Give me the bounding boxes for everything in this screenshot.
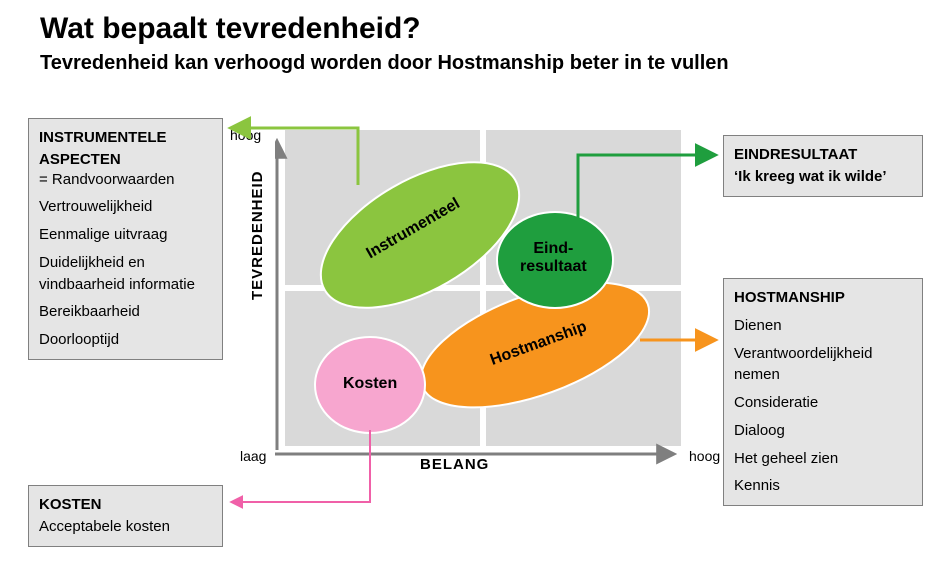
- box-kosten-title: KOSTEN: [39, 494, 212, 516]
- tick-y-high: hoog: [230, 127, 261, 143]
- ellipse-eindresultaat: [497, 212, 613, 308]
- list-item: Verantwoordelijkheid nemen: [734, 343, 912, 387]
- box-instrumentele-title1: INSTRUMENTELE: [39, 127, 212, 149]
- box-instrumentele-title2: ASPECTEN: [39, 149, 212, 171]
- box-eindresultaat: EINDRESULTAAT ‘Ik kreeg wat ik wilde’: [723, 135, 923, 197]
- list-item: Duidelijkheid en vindbaarheid informatie: [39, 252, 212, 296]
- list-item: Het geheel zien: [734, 448, 912, 470]
- axis-y-label: TEVREDENHEID: [249, 170, 266, 300]
- list-item: Vertrouwelijkheid: [39, 196, 212, 218]
- box-hostmanship-title: HOSTMANSHIP: [734, 287, 912, 309]
- list-item: Bereikbaarheid: [39, 301, 212, 323]
- page-subtitle: Tevredenheid kan verhoogd worden door Ho…: [40, 52, 729, 75]
- list-item: Consideratie: [734, 392, 912, 414]
- axis-x-label: BELANG: [420, 456, 489, 473]
- box-kosten: KOSTEN Acceptabele kosten: [28, 485, 223, 547]
- list-item: Dienen: [734, 315, 912, 337]
- list-item: Dialoog: [734, 420, 912, 442]
- box-hostmanship-list: Dienen Verantwoordelijkheid nemen Consid…: [734, 315, 912, 497]
- box-instrumentele: INSTRUMENTELE ASPECTEN = Randvoorwaarden…: [28, 118, 223, 360]
- list-item: Kennis: [734, 475, 912, 497]
- page-title: Wat bepaalt tevredenheid?: [40, 12, 421, 46]
- box-eindresultaat-sub: ‘Ik kreeg wat ik wilde’: [734, 166, 912, 188]
- ellipse-kosten: [315, 337, 425, 433]
- tick-x-low: laag: [240, 448, 266, 464]
- box-hostmanship: HOSTMANSHIP Dienen Verantwoordelijkheid …: [723, 278, 923, 506]
- list-item: Eenmalige uitvraag: [39, 224, 212, 246]
- box-instrumentele-list: Vertrouwelijkheid Eenmalige uitvraag Dui…: [39, 196, 212, 351]
- quadrant-chart: TEVREDENHEID BELANG hoog laag hoog Instr…: [275, 130, 685, 470]
- box-kosten-sub: Acceptabele kosten: [39, 516, 212, 538]
- box-eindresultaat-title: EINDRESULTAAT: [734, 144, 912, 166]
- chart-svg: [275, 130, 685, 470]
- box-instrumentele-sub: = Randvoorwaarden: [39, 169, 212, 191]
- tick-x-high: hoog: [689, 448, 720, 464]
- list-item: Doorlooptijd: [39, 329, 212, 351]
